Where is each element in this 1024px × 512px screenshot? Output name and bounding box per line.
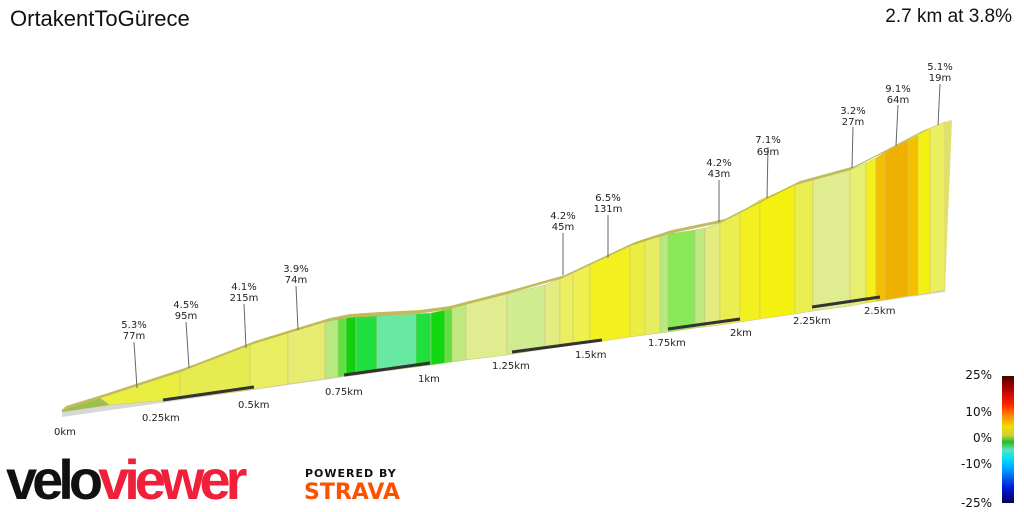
strava-logo: STRAVA: [304, 480, 400, 505]
annotation-length: 27m: [842, 117, 864, 128]
legend-label: -25%: [960, 496, 992, 510]
annotation-length: 77m: [123, 331, 145, 342]
annotation-gradient: 4.2%: [706, 158, 731, 169]
annotation-length: 45m: [552, 222, 574, 233]
profile-segments: [61, 121, 946, 413]
annotation-gradient: 3.2%: [840, 106, 865, 117]
tick-label: 2km: [730, 328, 752, 339]
tick-label: 1km: [418, 374, 440, 385]
route-title: OrtakentToGürece: [10, 6, 190, 31]
tick-label: 1.75km: [648, 338, 686, 349]
profile-ridge: [62, 120, 952, 410]
veloviewer-logo: veloviewer: [6, 452, 247, 508]
annotation-gradient: 5.1%: [927, 62, 952, 73]
tick-label: 0.5km: [238, 400, 269, 411]
annotation-gradient: 4.1%: [231, 282, 256, 293]
annotation-length: 19m: [929, 73, 951, 84]
annotation-gradient: 9.1%: [885, 84, 910, 95]
legend-label: 0%: [972, 431, 992, 445]
distance-axis-bars: [162, 295, 881, 402]
annotation-length: 43m: [708, 169, 730, 180]
logo-velo: velo: [6, 448, 103, 511]
annotation-leaders: [133, 83, 941, 389]
annotation-gradient: 7.1%: [755, 135, 780, 146]
tick-label: 0km: [54, 427, 76, 438]
annotations: 5.3% 77m 4.5% 95m 4.1% 215m 3.9% 74m 4.2…: [121, 62, 952, 342]
annotation-gradient: 3.9%: [283, 264, 308, 275]
legend-color-bar: [1002, 376, 1014, 503]
tick-label: 0.75km: [325, 387, 363, 398]
tick-label: 0.25km: [142, 413, 180, 424]
tick-label: 2.5km: [864, 306, 895, 317]
tick-label: 1.5km: [575, 350, 606, 361]
route-summary: 2.7 km at 3.8%: [885, 6, 1012, 27]
annotation-length: 69m: [757, 147, 779, 158]
annotation-length: 95m: [175, 311, 197, 322]
annotation-length: 64m: [887, 95, 909, 106]
annotation-length: 74m: [285, 275, 307, 286]
annotation-length: 131m: [594, 204, 623, 215]
logo-viewer: viewer: [98, 448, 247, 511]
legend-label: -10%: [960, 457, 992, 471]
legend-label: 25%: [965, 368, 992, 382]
annotation-gradient: 4.2%: [550, 211, 575, 222]
annotation-gradient: 5.3%: [121, 320, 146, 331]
annotation-gradient: 6.5%: [595, 193, 620, 204]
gradient-color-legend: 25% 10% 0% -10% -25%: [960, 368, 1024, 512]
tick-label: 2.25km: [793, 316, 831, 327]
legend-label: 10%: [965, 405, 992, 419]
elevation-profile-chart: 0km 0.25km 0.5km 0.75km 1km 1.25km 1.5km…: [54, 62, 953, 438]
annotation-gradient: 4.5%: [173, 300, 198, 311]
annotation-length: 215m: [230, 293, 259, 304]
profile-end-face: [945, 120, 952, 290]
tick-label: 1.25km: [492, 361, 530, 372]
distance-tick-labels: 0km 0.25km 0.5km 0.75km 1km 1.25km 1.5km…: [54, 306, 895, 438]
powered-by-label: POWERED BY: [305, 467, 397, 480]
